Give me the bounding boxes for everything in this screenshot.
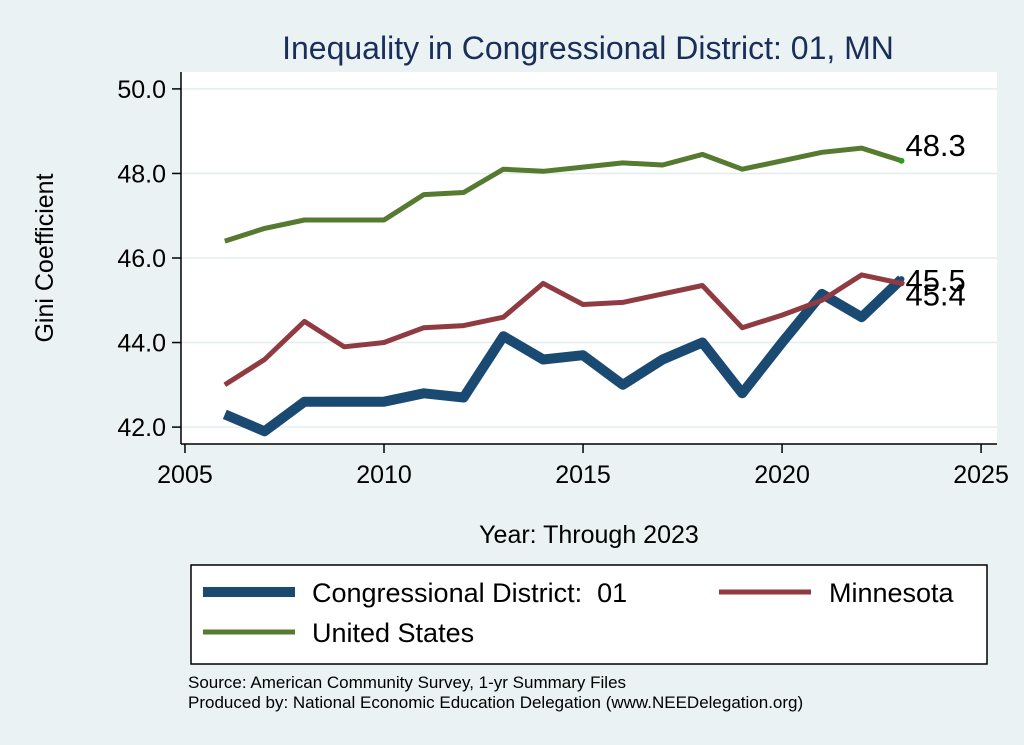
- series-lines: [222, 145, 905, 437]
- x-tick-label-2: 2015: [555, 461, 611, 489]
- y-axis-title: Gini Coefficient: [31, 173, 59, 342]
- chart-title: Inequality in Congressional District: 01…: [282, 30, 894, 66]
- legend: Congressional District: 01 Minnesota Uni…: [190, 564, 988, 665]
- end-label-2: 48.3: [905, 128, 965, 163]
- legend-box: [190, 564, 988, 665]
- producer-note: Produced by: National Economic Education…: [188, 693, 803, 712]
- series-line-1: [223, 272, 903, 387]
- x-tick-label-4: 2025: [953, 461, 1009, 489]
- end-label-1: 45.4: [905, 277, 965, 312]
- end-marker-2: [898, 157, 905, 164]
- y-axis-ticks: 42.0 44.0 46.0 48.0 50.0: [117, 76, 181, 442]
- series-line-2: [224, 145, 903, 244]
- end-marker-1: [898, 280, 905, 287]
- x-axis-ticks: 2005 2010 2015 2020 2025: [157, 444, 1009, 489]
- y-tick-label-2: 46.0: [117, 245, 166, 273]
- legend-label-minnesota: Minnesota: [829, 578, 955, 608]
- y-tick-label-4: 50.0: [117, 76, 166, 104]
- y-tick-label-1: 44.0: [117, 330, 166, 358]
- x-axis-title: Year: Through 2023: [479, 521, 699, 549]
- y-tick-label-3: 48.0: [117, 160, 166, 188]
- legend-label-united-states: United States: [312, 618, 474, 648]
- x-tick-label-0: 2005: [157, 461, 213, 489]
- y-tick-label-0: 42.0: [117, 414, 166, 442]
- end-label-0: 45.5: [905, 263, 965, 298]
- x-tick-label-3: 2020: [754, 461, 810, 489]
- source-note: Source: American Community Survey, 1-yr …: [188, 673, 626, 692]
- gridlines: [181, 88, 997, 428]
- end-labels: 45.545.4 48.3: [898, 128, 966, 312]
- x-tick-label-1: 2010: [356, 461, 412, 489]
- legend-label-district: Congressional District: 01: [312, 578, 627, 608]
- end-marker-0: [898, 276, 905, 283]
- series-line-0: [222, 275, 905, 437]
